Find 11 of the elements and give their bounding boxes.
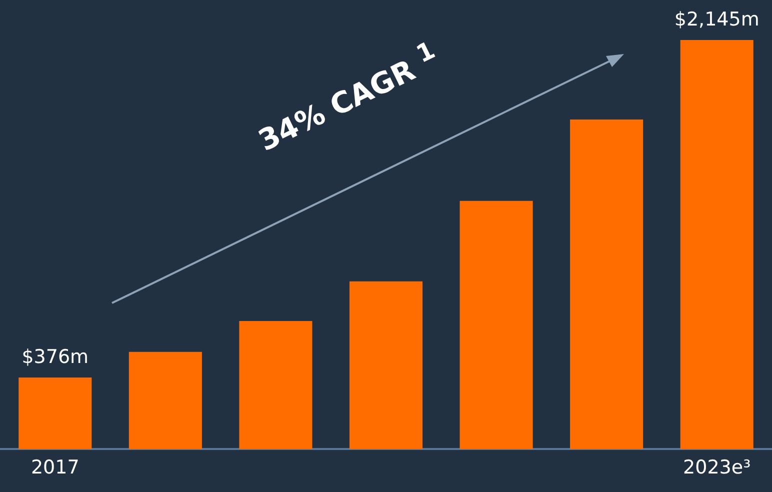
bar: [349, 281, 423, 450]
bar: [128, 352, 202, 450]
bar: [239, 321, 312, 450]
data-label: $376m: [22, 346, 89, 368]
x-tick-label: 2023e³: [683, 456, 751, 479]
bar: [570, 120, 644, 450]
bar: [18, 377, 92, 450]
x-tick-label: 2017: [30, 456, 80, 479]
bar: [680, 40, 754, 450]
bar: [460, 200, 533, 450]
data-label: $2,145m: [674, 8, 760, 30]
